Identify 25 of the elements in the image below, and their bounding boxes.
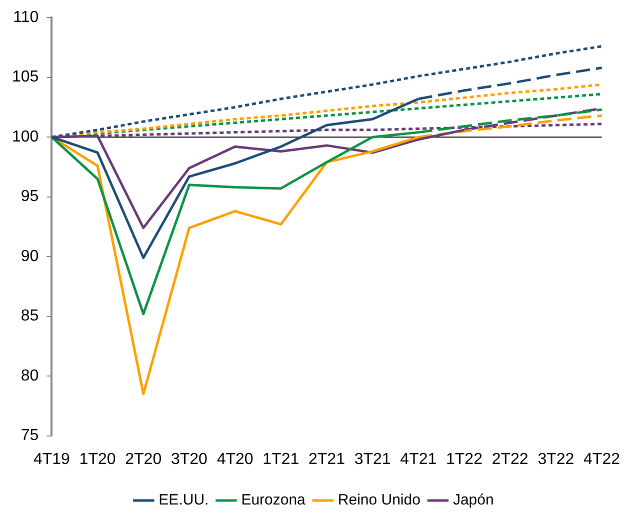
x-tick-label: 1T22	[446, 450, 483, 468]
x-tick-label: 3T20	[170, 450, 208, 468]
x-tick-label: 3T22	[538, 450, 574, 468]
legend-label: Japón	[452, 492, 494, 509]
y-tick-label: 80	[20, 367, 39, 384]
y-tick-label: 100	[12, 128, 39, 146]
x-tick-label: 2T21	[308, 450, 346, 468]
y-tick-label: 85	[20, 308, 39, 325]
x-tick-label: 3T21	[354, 450, 391, 468]
x-tick-label: 4T21	[400, 450, 437, 468]
y-tick-label: 75	[20, 427, 39, 444]
y-tick-label: 90	[20, 248, 39, 265]
x-tick-label: 1T20	[79, 450, 116, 468]
y-tick-label: 95	[20, 188, 39, 206]
x-tick-label: 4T20	[216, 450, 254, 468]
x-tick-label: 4T19	[33, 450, 70, 468]
x-tick-label: 2T22	[492, 450, 528, 468]
legend-label: Reino Unido	[338, 492, 420, 509]
x-tick-label: 1T21	[262, 450, 300, 468]
legend-label: EE.UU.	[158, 492, 209, 509]
x-tick-label: 4T22	[584, 450, 620, 468]
legend-label: Eurozona	[241, 492, 306, 509]
y-tick-label: 110	[13, 9, 39, 26]
y-tick-label: 105	[12, 68, 39, 86]
x-tick-label: 2T20	[125, 450, 162, 468]
